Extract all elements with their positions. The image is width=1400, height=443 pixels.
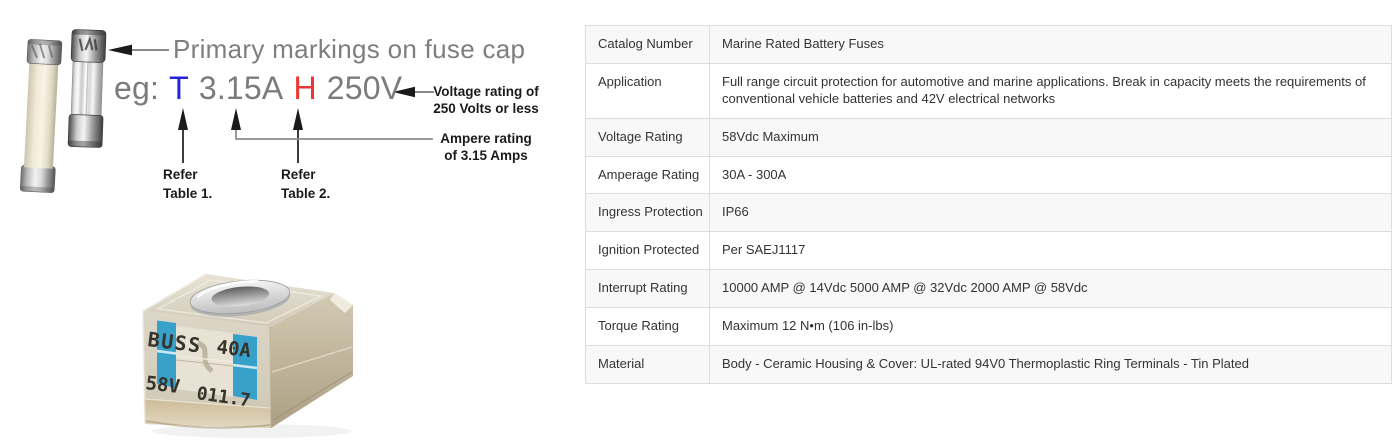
- spec-label: Torque Rating: [585, 307, 710, 347]
- example-ampere-value: 3.15A: [198, 70, 284, 106]
- spec-value: Maximum 12 N•m (106 in-lbs): [709, 307, 1392, 347]
- fuse-amp-marking: 40A: [215, 336, 252, 362]
- refer-table-1-note: Refer Table 1.: [163, 165, 212, 203]
- voltage-rating-note: Voltage rating of 250 Volts or less: [416, 83, 556, 117]
- refer1-line2: Table 1.: [163, 186, 213, 201]
- refer2-line2: Table 2.: [281, 186, 331, 201]
- spec-value: Full range circuit protection for automo…: [709, 62, 1392, 119]
- glass-fuse-image: [67, 29, 107, 148]
- arrow-up-voltage-letter-icon: [293, 108, 303, 163]
- arrow-left-to-voltage-icon: [393, 86, 434, 98]
- ceramic-fuse-image: [20, 39, 63, 193]
- table-row: Ingress Protection IP66: [585, 193, 1392, 233]
- table-row: Material Body - Ceramic Housing & Cover:…: [585, 345, 1392, 384]
- spec-label: Application: [585, 62, 710, 119]
- example-voltage-value: 250V: [326, 70, 403, 106]
- ampere-rating-note: Ampere rating of 3.15 Amps: [416, 130, 556, 164]
- table-row: Application Full range circuit protectio…: [585, 62, 1392, 119]
- table-row: Voltage Rating 58Vdc Maximum: [585, 117, 1392, 157]
- spec-value: IP66: [709, 193, 1392, 233]
- spec-label: Amperage Rating: [585, 155, 710, 195]
- spec-label: Material: [585, 345, 710, 384]
- diagram-graphics: BUSS 40A 58V 011.7: [20, 29, 434, 438]
- table-row: Torque Rating Maximum 12 N•m (106 in-lbs…: [585, 307, 1392, 347]
- example-series-letter: T: [169, 70, 189, 106]
- primary-markings-label: Primary markings on fuse cap: [173, 34, 526, 64]
- refer1-line1: Refer: [163, 167, 198, 182]
- spec-label: Ignition Protected: [585, 231, 710, 271]
- spec-label: Interrupt Rating: [585, 269, 710, 309]
- ampere-note-line2: of 3.15 Amps: [444, 148, 528, 163]
- spec-value: 30A - 300A: [709, 155, 1392, 195]
- spec-table: Catalog Number Marine Rated Battery Fuse…: [585, 25, 1392, 384]
- spec-label: Catalog Number: [585, 25, 710, 64]
- example-prefix: eg:: [114, 70, 160, 106]
- ampere-connector-arrow-icon: [231, 108, 433, 140]
- table-row: Catalog Number Marine Rated Battery Fuse…: [585, 25, 1392, 64]
- spec-value: 58Vdc Maximum: [709, 117, 1392, 157]
- table-row: Ignition Protected Per SAEJ1117: [585, 231, 1392, 271]
- ampere-note-line1: Ampere rating: [440, 131, 532, 146]
- spec-value: 10000 AMP @ 14Vdc 5000 AMP @ 32Vdc 2000 …: [709, 269, 1392, 309]
- fuse-marking-diagram: BUSS 40A 58V 011.7 Primary markings on f…: [0, 0, 570, 443]
- refer2-line1: Refer: [281, 167, 316, 182]
- table-row: Amperage Rating 30A - 300A: [585, 155, 1392, 195]
- spec-label: Voltage Rating: [585, 117, 710, 157]
- marine-battery-fuse-image: BUSS 40A 58V 011.7: [142, 273, 353, 438]
- arrow-up-series-letter-icon: [178, 108, 188, 163]
- voltage-note-line1: Voltage rating of: [433, 84, 539, 99]
- spec-value: Per SAEJ1117: [709, 231, 1392, 271]
- spec-value: Marine Rated Battery Fuses: [709, 25, 1392, 64]
- table-row: Interrupt Rating 10000 AMP @ 14Vdc 5000 …: [585, 269, 1392, 309]
- example-marking-text: eg: T 3.15A H 250V: [114, 70, 402, 107]
- spec-label: Ingress Protection: [585, 193, 710, 233]
- refer-table-2-note: Refer Table 2.: [281, 165, 330, 203]
- arrow-left-to-fuse-cap-icon: [108, 44, 169, 56]
- spec-value: Body - Ceramic Housing & Cover: UL-rated…: [709, 345, 1392, 384]
- spec-table-body: Catalog Number Marine Rated Battery Fuse…: [585, 25, 1392, 384]
- example-voltage-letter: H: [293, 70, 317, 106]
- voltage-note-line2: 250 Volts or less: [433, 101, 539, 116]
- fuse-volt-marking: 58V: [144, 372, 181, 398]
